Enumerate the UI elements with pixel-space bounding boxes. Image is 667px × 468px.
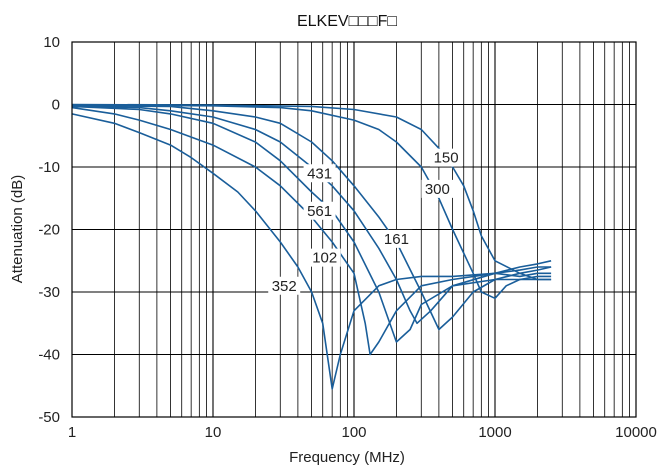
curve-label-161: 161 — [384, 231, 409, 248]
y-tick-label: -50 — [38, 409, 60, 426]
y-tick-label: -40 — [38, 347, 60, 364]
curve-label-background — [303, 164, 336, 183]
curve-label-background — [421, 179, 454, 198]
curve-label-102: 102 — [312, 250, 337, 267]
x-axis-title: Frequency (MHz) — [289, 449, 405, 466]
curve-label-background — [268, 276, 301, 295]
y-tick-label: 10 — [43, 34, 60, 51]
curve-label-352: 352 — [272, 278, 297, 295]
x-tick-label: 1 — [68, 424, 76, 441]
curve-labels: 150 300 431 561 161 102 352 — [268, 148, 463, 295]
curve-label-431: 431 — [307, 165, 332, 182]
curve-label-background — [430, 148, 463, 167]
x-tick-label: 10000 — [615, 424, 657, 441]
series-line-352 — [71, 113, 552, 390]
series-line-300 — [71, 104, 552, 300]
x-tick-labels: 1 10 100 1000 10000 — [68, 424, 657, 441]
chart-title: ELKEV□□□F□ — [297, 13, 397, 30]
series-line-150 — [71, 103, 552, 281]
curve-label-background — [303, 201, 336, 220]
curve-label-150: 150 — [434, 150, 459, 167]
y-tick-label: 0 — [52, 97, 60, 114]
curve-label-561: 561 — [307, 203, 332, 220]
curve-label-background — [308, 248, 341, 267]
series-line-431 — [71, 105, 552, 325]
plot-frame — [71, 41, 637, 418]
series-line-161 — [71, 105, 552, 331]
series-line-561 — [71, 105, 552, 343]
series-line-102 — [71, 106, 552, 356]
y-axis-title: Attenuation (dB) — [9, 175, 26, 283]
x-tick-label: 1000 — [478, 424, 511, 441]
curves — [71, 103, 552, 390]
x-tick-label: 100 — [341, 424, 366, 441]
y-tick-label: -30 — [38, 284, 60, 301]
curve-label-background — [380, 229, 413, 248]
y-tick-label: -10 — [38, 159, 60, 176]
x-tick-label: 10 — [205, 424, 222, 441]
y-tick-labels: 10 0 -10 -20 -30 -40 -50 — [38, 34, 60, 426]
y-tick-label: -20 — [38, 222, 60, 239]
curve-label-300: 300 — [425, 181, 450, 198]
